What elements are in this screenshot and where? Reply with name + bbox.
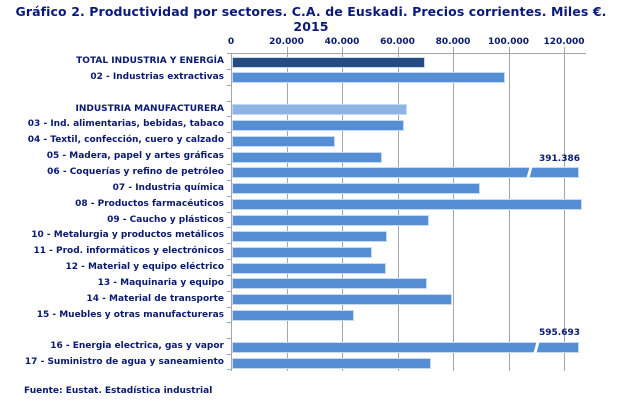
bar xyxy=(232,215,429,226)
x-tick-label: 120.000 xyxy=(543,37,585,47)
y-tick xyxy=(227,243,231,245)
bar xyxy=(232,151,383,163)
category-label: 10 - Metalurgia y productos metálicos xyxy=(31,230,224,241)
y-tick xyxy=(227,100,231,102)
bar xyxy=(232,357,431,369)
y-tick xyxy=(227,290,231,292)
category-label: 14 - Material de transporte xyxy=(86,293,224,304)
y-tick xyxy=(227,259,231,261)
y-tick xyxy=(227,148,231,150)
y-tick xyxy=(227,306,231,308)
category-label: TOTAL INDUSTRIA Y ENERGÍA xyxy=(76,56,224,66)
y-tick xyxy=(227,322,231,324)
bar xyxy=(232,183,481,195)
y-axis xyxy=(231,53,232,371)
bar-manufacturing-total xyxy=(232,104,407,116)
x-tick-label: 20.000 xyxy=(269,37,304,47)
y-tick xyxy=(227,116,231,118)
x-tick-label: 0 xyxy=(227,37,235,47)
y-tick xyxy=(227,179,231,181)
category-label: 05 - Madera, papel y artes gráficas xyxy=(46,151,224,162)
bar xyxy=(232,119,404,131)
category-label: 04 - Textil, confección, cuero y calzado xyxy=(27,135,224,146)
y-tick xyxy=(227,227,231,229)
axis-break-mark xyxy=(525,165,534,181)
y-tick xyxy=(227,84,231,86)
bar xyxy=(232,165,579,181)
y-tick xyxy=(227,68,231,70)
x-tick-label: 80.000 xyxy=(435,37,471,47)
value-label: 595.693 xyxy=(539,328,580,339)
x-tick-label: 100.000 xyxy=(488,37,529,47)
bar-total xyxy=(232,56,426,68)
category-label: 09 - Caucho y plásticos xyxy=(107,214,224,225)
category-label: 16 - Energia electrica, gas y vapor xyxy=(50,341,224,352)
y-tick xyxy=(227,274,231,276)
source-note: Fuente: Eustat. Estadística industrial xyxy=(24,386,213,396)
bar xyxy=(232,278,427,290)
plot-area xyxy=(227,47,586,371)
category-label: INDUSTRIA MANUFACTURERA xyxy=(75,103,224,114)
bar xyxy=(232,310,354,322)
x-tick-label: 60.000 xyxy=(380,37,415,47)
y-tick xyxy=(227,354,231,356)
category-label: 11 - Prod. informáticos y electrónicos xyxy=(33,246,224,257)
category-label: 12 - Material y equipo eléctrico xyxy=(65,262,224,273)
category-label: 08 - Productos farmacéuticos xyxy=(75,198,224,209)
category-label: 02 - Industrias extractivas xyxy=(90,71,224,82)
bar xyxy=(232,339,579,355)
y-tick xyxy=(227,338,231,340)
bar xyxy=(232,199,582,211)
bar xyxy=(232,230,388,242)
chart-title: Gráfico 2. Productividad por sectores. C… xyxy=(15,4,607,34)
bar xyxy=(232,135,335,147)
category-label: 06 - Coquerías y refino de petróleo xyxy=(47,166,224,177)
category-label: 03 - Ind. alimentarias, bebidas, tabaco xyxy=(27,119,224,130)
category-label: 17 - Suministro de agua y saneamiento xyxy=(24,357,224,368)
y-tick xyxy=(227,132,231,134)
x-axis xyxy=(231,53,586,54)
bar xyxy=(232,262,387,274)
y-tick xyxy=(227,163,231,165)
bar xyxy=(232,246,372,258)
bar xyxy=(232,294,452,306)
bar xyxy=(232,72,505,84)
y-tick xyxy=(227,211,231,213)
axis-break-mark xyxy=(532,339,541,355)
value-label: 391.386 xyxy=(539,153,580,164)
category-label: 07 - Industria química xyxy=(112,182,224,193)
y-tick xyxy=(227,195,231,197)
x-tick-label: 40.000 xyxy=(324,37,360,47)
category-label: 13 - Maquinaria y equipo xyxy=(97,277,224,288)
y-tick xyxy=(227,369,231,370)
category-label: 15 - Muebles y otras manufactureras xyxy=(36,309,224,320)
y-tick xyxy=(227,53,231,54)
